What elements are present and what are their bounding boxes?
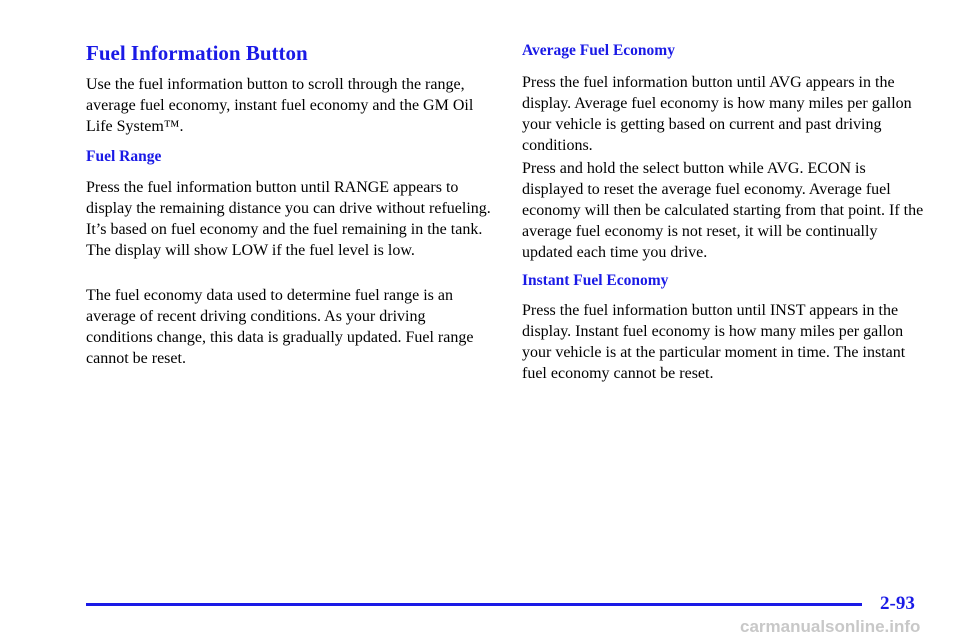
paragraph: Press the fuel information button until …: [522, 74, 912, 154]
footer-rule: [86, 603, 862, 606]
paragraph: The fuel economy data used to determine …: [86, 287, 474, 367]
paragraph: Use the fuel information button to scrol…: [86, 76, 474, 135]
title: Fuel Information Button: [86, 41, 308, 65]
heading: Average Fuel Economy: [522, 42, 675, 59]
heading: Instant Fuel Economy: [522, 272, 669, 289]
paragraph: Press and hold the select button while A…: [522, 160, 924, 261]
watermark: carmanualsonline.info: [740, 617, 921, 636]
heading: Fuel Range: [86, 148, 162, 165]
paragraph: Press the fuel information button until …: [522, 302, 906, 382]
paragraph: Press the fuel information button until …: [86, 179, 491, 259]
page-number: 2-93: [880, 593, 915, 614]
